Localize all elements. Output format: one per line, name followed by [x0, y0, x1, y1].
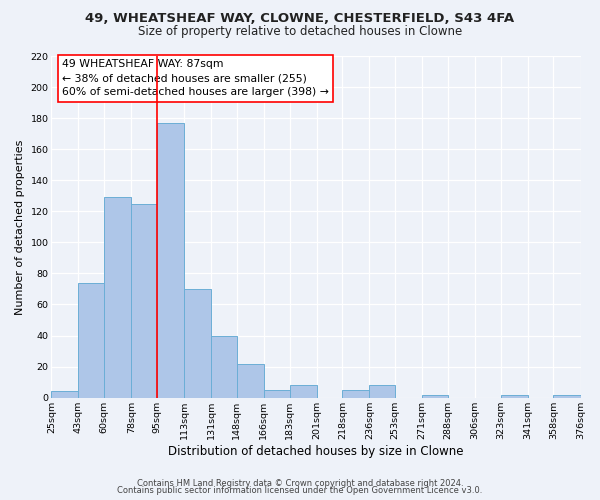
Y-axis label: Number of detached properties: Number of detached properties	[15, 139, 25, 314]
Bar	[79, 282, 104, 398]
Text: Contains public sector information licensed under the Open Government Licence v3: Contains public sector information licen…	[118, 486, 482, 495]
Bar	[553, 394, 581, 398]
Text: 49, WHEATSHEAF WAY, CLOWNE, CHESTERFIELD, S43 4FA: 49, WHEATSHEAF WAY, CLOWNE, CHESTERFIELD…	[85, 12, 515, 26]
Bar	[104, 198, 131, 398]
Bar	[52, 392, 79, 398]
Bar	[500, 394, 528, 398]
X-axis label: Distribution of detached houses by size in Clowne: Distribution of detached houses by size …	[168, 444, 464, 458]
Bar	[131, 204, 157, 398]
Text: Contains HM Land Registry data © Crown copyright and database right 2024.: Contains HM Land Registry data © Crown c…	[137, 478, 463, 488]
Bar	[211, 336, 237, 398]
Bar	[184, 289, 211, 398]
Text: Size of property relative to detached houses in Clowne: Size of property relative to detached ho…	[138, 25, 462, 38]
Bar	[157, 123, 184, 398]
Bar	[264, 390, 290, 398]
Bar	[237, 364, 264, 398]
Bar	[370, 385, 395, 398]
Bar	[422, 394, 448, 398]
Bar	[290, 385, 317, 398]
Bar	[342, 390, 370, 398]
Text: 49 WHEATSHEAF WAY: 87sqm
← 38% of detached houses are smaller (255)
60% of semi-: 49 WHEATSHEAF WAY: 87sqm ← 38% of detach…	[62, 60, 329, 98]
